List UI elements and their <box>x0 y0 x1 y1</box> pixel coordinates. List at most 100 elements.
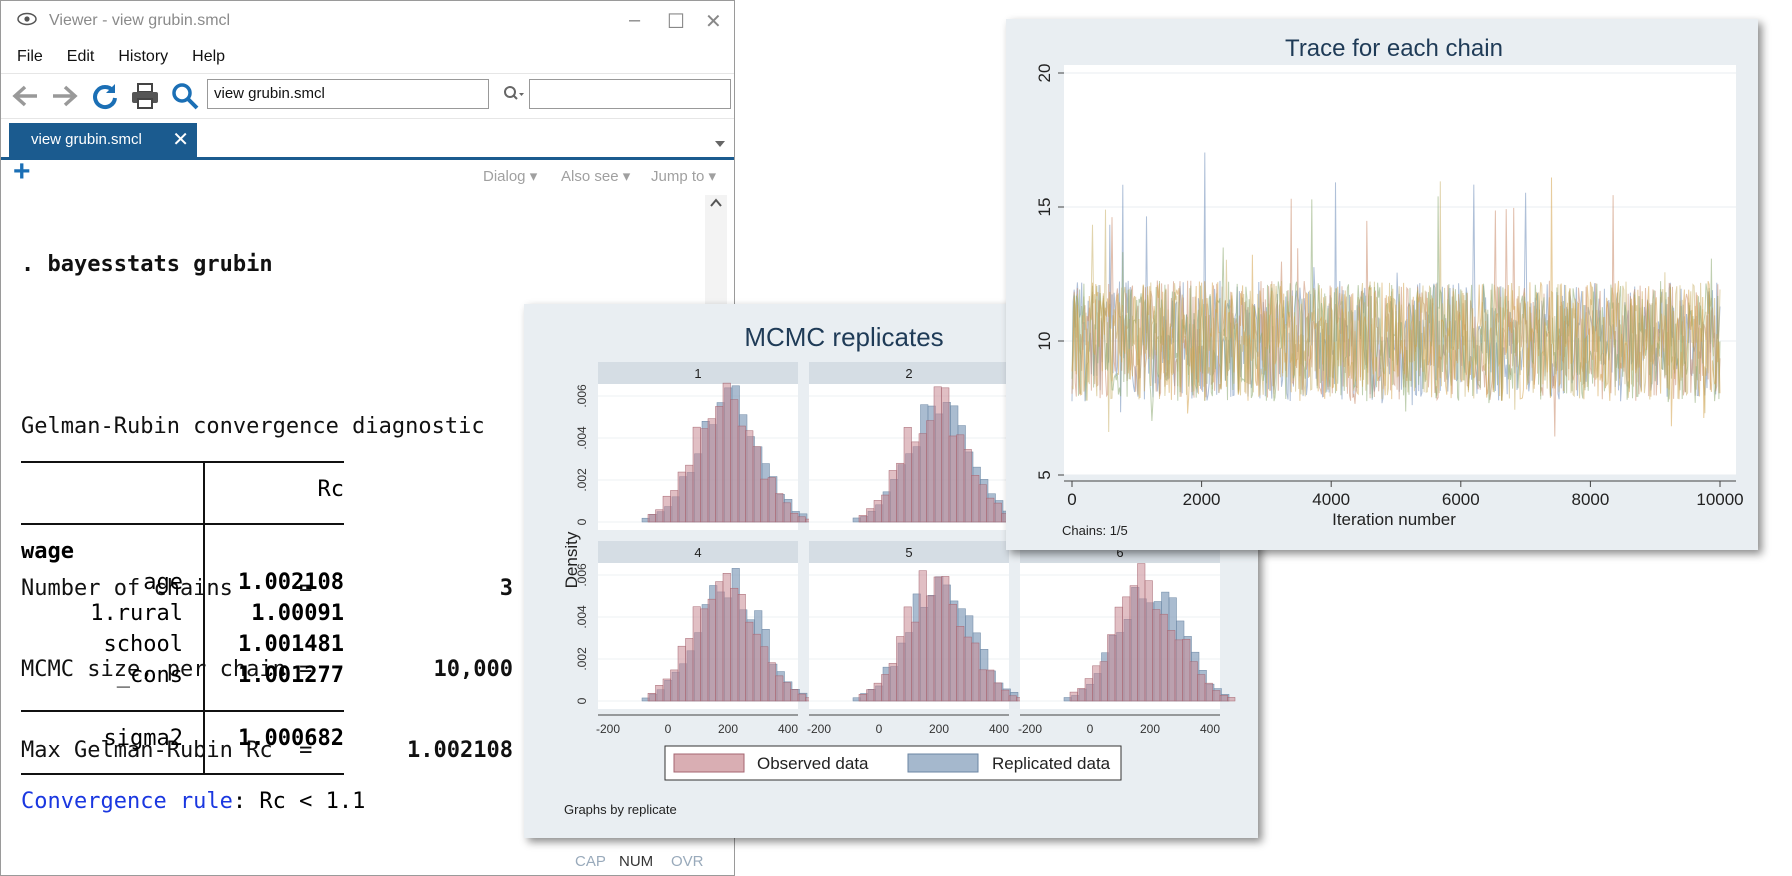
y-tick-label: 0 <box>575 518 589 525</box>
observed-bar <box>1227 697 1236 702</box>
observed-bar <box>948 603 957 702</box>
observed-bar <box>700 608 709 702</box>
legend-label-replicated: Replicated data <box>992 754 1111 773</box>
x-tick-label: 6000 <box>1442 490 1480 509</box>
x-tick-label: 200 <box>718 722 738 736</box>
y-tick-label: 20 <box>1035 64 1054 83</box>
group-label: wage <box>21 539 74 564</box>
find-input[interactable] <box>529 79 731 109</box>
observed-bar <box>918 433 927 523</box>
find-dropdown[interactable] <box>503 85 525 108</box>
observed-bar <box>677 471 686 523</box>
observed-bar <box>963 636 972 702</box>
observed-bar <box>873 682 882 702</box>
refresh-button[interactable] <box>89 80 121 112</box>
menu-history[interactable]: History <box>118 48 169 65</box>
observed-bar <box>730 587 739 702</box>
arrow-left-icon <box>12 85 37 107</box>
col-header-rc: Rc <box>317 477 345 502</box>
x-tick-label: 0 <box>1067 490 1076 509</box>
minimize-button[interactable]: – <box>629 9 641 31</box>
observed-bar <box>941 576 950 702</box>
observed-bar <box>745 430 754 523</box>
forward-button[interactable] <box>49 80 81 112</box>
x-tick-label: 0 <box>1087 722 1094 736</box>
table-row-label: age <box>143 570 183 595</box>
back-button[interactable] <box>9 80 41 112</box>
maximize-button[interactable]: ☐ <box>667 11 685 33</box>
search-button[interactable] <box>169 80 201 112</box>
observed-bar <box>700 428 709 523</box>
observed-bar <box>782 502 791 523</box>
observed-bar <box>903 606 912 702</box>
trace-chart: Trace for each chain 5 10 15 20 0 2000 4000 6000… <box>1035 35 1744 538</box>
observed-bar <box>745 621 754 702</box>
observed-bar <box>715 581 724 702</box>
x-tick-label: 0 <box>665 722 672 736</box>
x-tick-label: 200 <box>929 722 949 736</box>
tab-grubin[interactable]: view grubin.smcl ✕ <box>9 123 197 157</box>
toolbar <box>1 73 734 119</box>
observed-bar <box>782 682 791 702</box>
observed-bar <box>752 446 761 523</box>
y-tick-label: .004 <box>575 426 589 450</box>
menu-help[interactable]: Help <box>192 48 226 65</box>
observed-bar <box>888 663 897 702</box>
observed-bar <box>971 475 980 523</box>
observed-bar <box>933 576 942 702</box>
command-input[interactable]: view grubin.smcl <box>207 79 489 109</box>
tab-menu-chevron-icon[interactable] <box>714 135 726 153</box>
ovr-indicator: OVR <box>671 853 704 870</box>
also-see-button[interactable]: Also see ▾ <box>561 168 631 185</box>
observed-bar <box>655 509 664 523</box>
observed-bar <box>797 516 806 523</box>
x-tick-label: -200 <box>596 722 620 736</box>
observed-bar <box>767 662 776 702</box>
observed-bar <box>1114 606 1123 702</box>
menu-file[interactable]: File <box>17 48 43 65</box>
observed-bar <box>752 633 761 702</box>
observed-bar <box>1189 661 1198 702</box>
table-row-label: sigma2 <box>103 726 183 751</box>
close-button[interactable]: ✕ <box>705 11 722 33</box>
scroll-up-icon[interactable] <box>705 195 727 211</box>
dialog-button[interactable]: Dialog ▾ <box>483 168 538 185</box>
observed-bar <box>881 674 890 702</box>
find-icon <box>504 86 524 100</box>
x-tick-label: 0 <box>876 722 883 736</box>
observed-bar <box>670 669 679 702</box>
x-tick-label: 10000 <box>1696 490 1743 509</box>
table-header-rule <box>21 523 344 525</box>
observed-bar <box>662 678 671 702</box>
observed-bar <box>858 515 867 523</box>
observed-bar <box>926 420 935 523</box>
table-mid-rule <box>21 710 344 712</box>
convergence-rule-link[interactable]: Convergence rule <box>21 789 233 814</box>
add-icon[interactable]: + <box>13 155 31 188</box>
observed-bar <box>933 386 942 523</box>
stat-row: Max Gelman-Rubin Rc = 1.002108 <box>21 738 513 763</box>
tab-close-icon[interactable]: ✕ <box>172 129 189 151</box>
table-bottom-rule <box>21 773 344 775</box>
table-row-value: 1.002108 <box>238 570 344 595</box>
y-tick-label: .006 <box>575 384 589 408</box>
search-icon <box>172 83 199 110</box>
observed-bar <box>760 646 769 702</box>
chart-title: Trace for each chain <box>1285 35 1503 62</box>
arrow-right-icon <box>53 85 78 107</box>
print-button[interactable] <box>129 80 161 112</box>
observed-bar <box>722 573 731 702</box>
observed-bar <box>1204 682 1213 702</box>
observed-bar <box>903 427 912 523</box>
jump-to-button[interactable]: Jump to ▾ <box>651 168 717 185</box>
window-title: Viewer - view grubin.smcl <box>49 12 231 29</box>
panel-label: 2 <box>905 366 912 381</box>
plot-area <box>1064 65 1736 475</box>
menu-edit[interactable]: Edit <box>66 48 95 65</box>
observed-bar <box>896 462 905 523</box>
y-tick-label: 0 <box>575 697 589 704</box>
status-bar: CAP NUM OVR <box>1 847 734 875</box>
x-tick-label: 8000 <box>1571 490 1609 509</box>
table-divider <box>203 462 205 774</box>
x-tick-label: 200 <box>1140 722 1160 736</box>
